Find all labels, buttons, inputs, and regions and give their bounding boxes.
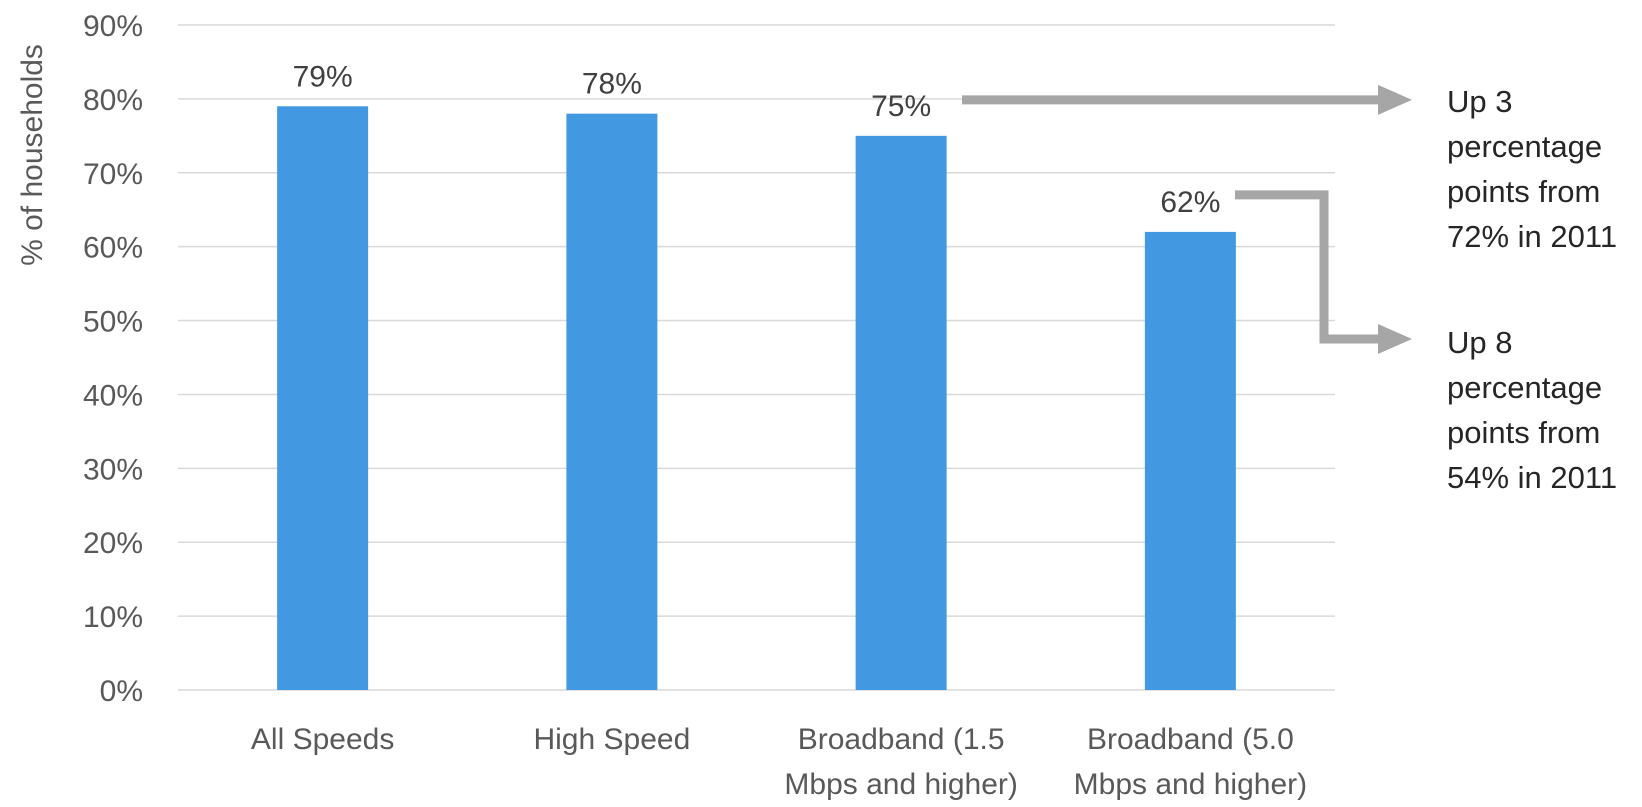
y-tick-label: 50% xyxy=(83,306,143,339)
y-tick-label: 80% xyxy=(83,84,143,117)
y-tick-label: 30% xyxy=(83,453,143,486)
annotation-text: Up 8 xyxy=(1447,325,1512,360)
y-axis-title: % of households xyxy=(16,44,49,266)
annotation-text: percentage xyxy=(1447,129,1602,164)
y-axis-ticks: 0% 10% 20% 30% 40% 50% 60% 70% 80% 90% xyxy=(83,10,143,708)
data-labels: 79% 78% 75% 62% xyxy=(293,60,1221,219)
bar xyxy=(1144,231,1236,690)
arrow-line xyxy=(1235,190,1383,344)
x-category-label: Broadband (1.5 xyxy=(798,723,1005,756)
y-tick-label: 90% xyxy=(83,10,143,43)
gridlines xyxy=(178,24,1335,691)
bar xyxy=(277,106,369,691)
x-category-label: All Speeds xyxy=(251,723,394,756)
data-label: 79% xyxy=(293,60,353,93)
annotation-text: 72% in 2011 xyxy=(1447,219,1617,254)
x-category-label: Mbps and higher) xyxy=(784,768,1017,801)
x-category-label: High Speed xyxy=(533,723,690,756)
annotation-text: percentage xyxy=(1447,370,1602,405)
annotation-text: points from xyxy=(1447,415,1600,450)
annotation-arrows xyxy=(962,84,1412,354)
bars xyxy=(277,106,1236,691)
arrow-head xyxy=(1378,84,1412,115)
x-category-label: Broadband (5.0 xyxy=(1087,723,1294,756)
annotation-text: points from xyxy=(1447,174,1600,209)
arrow-head xyxy=(1378,324,1412,354)
x-category-label: Mbps and higher) xyxy=(1074,768,1307,801)
data-label: 78% xyxy=(582,68,642,101)
y-tick-label: 10% xyxy=(83,601,143,634)
y-tick-label: 70% xyxy=(83,158,143,191)
y-tick-label: 40% xyxy=(83,379,143,412)
data-label: 75% xyxy=(871,90,931,123)
bar xyxy=(566,113,658,690)
x-axis-categories: All Speeds High Speed Broadband (1.5 Mbps a… xyxy=(251,723,1307,801)
annotations: Up 3 percentage points from 72% in 2011 Up 8… xyxy=(1447,84,1617,495)
y-tick-label: 0% xyxy=(100,675,143,708)
y-tick-label: 20% xyxy=(83,527,143,560)
y-tick-label: 60% xyxy=(83,232,143,265)
annotation-text: Up 3 xyxy=(1447,84,1512,119)
bar xyxy=(855,135,947,691)
annotation-text: 54% in 2011 xyxy=(1447,460,1617,495)
data-label: 62% xyxy=(1160,186,1220,219)
